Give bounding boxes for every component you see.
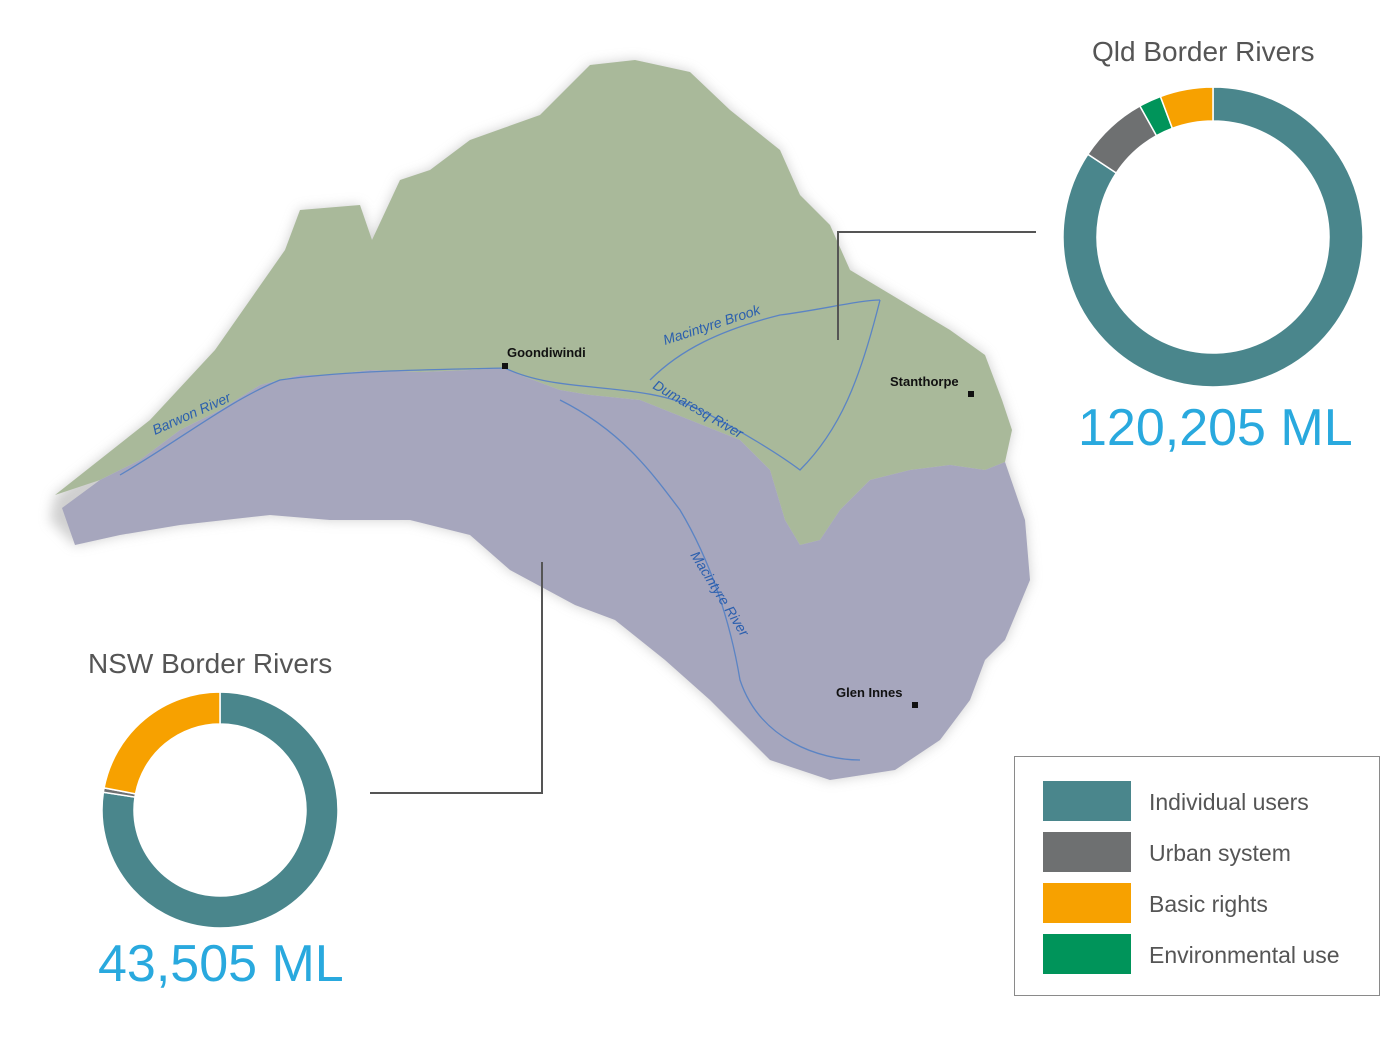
place-label-stanthorpe: Stanthorpe [890, 374, 959, 389]
legend-swatch [1043, 832, 1131, 872]
nsw-leader-line [370, 562, 543, 794]
donut-segment-individual [1062, 86, 1364, 388]
donut-chart-nsw [101, 691, 339, 929]
legend-label: Individual users [1149, 789, 1309, 815]
river-lines [119, 299, 881, 761]
legend-swatch [1043, 883, 1131, 923]
legend-swatch [1043, 781, 1131, 821]
river-line-barwon [119, 367, 506, 476]
donut-chart-qld [1062, 86, 1364, 388]
town-marker-stanthorpe [968, 391, 974, 397]
place-label-glen-innes: Glen Innes [836, 685, 902, 700]
donut-segment-basic [1159, 86, 1214, 130]
town-marker-glen-innes [912, 702, 918, 708]
legend: Individual users Urban system Basic righ… [1014, 756, 1380, 996]
donut-segment-basic [103, 691, 221, 795]
legend-swatch [1043, 934, 1131, 974]
nsw-chart-total: 43,505 ML [98, 935, 344, 993]
town-marker-goondiwindi [502, 363, 508, 369]
nsw-chart-title: NSW Border Rivers [88, 648, 333, 679]
legend-label: Environmental use [1149, 942, 1340, 968]
river-line-dumaresq [504, 299, 881, 471]
river-line-macintyre [559, 399, 861, 761]
qld-chart-title: Qld Border Rivers [1092, 36, 1315, 67]
donut-segment-individual [101, 691, 339, 929]
legend-label: Basic rights [1149, 891, 1268, 917]
qld-leader-line [837, 231, 1036, 340]
nsw-region [62, 368, 1030, 780]
qld-region [55, 60, 1012, 545]
river-line-macintyre-brook [649, 299, 881, 381]
place-label-goondiwindi: Goondiwindi [507, 345, 586, 360]
qld-chart-total: 120,205 ML [1078, 399, 1353, 457]
legend-label: Urban system [1149, 840, 1291, 866]
